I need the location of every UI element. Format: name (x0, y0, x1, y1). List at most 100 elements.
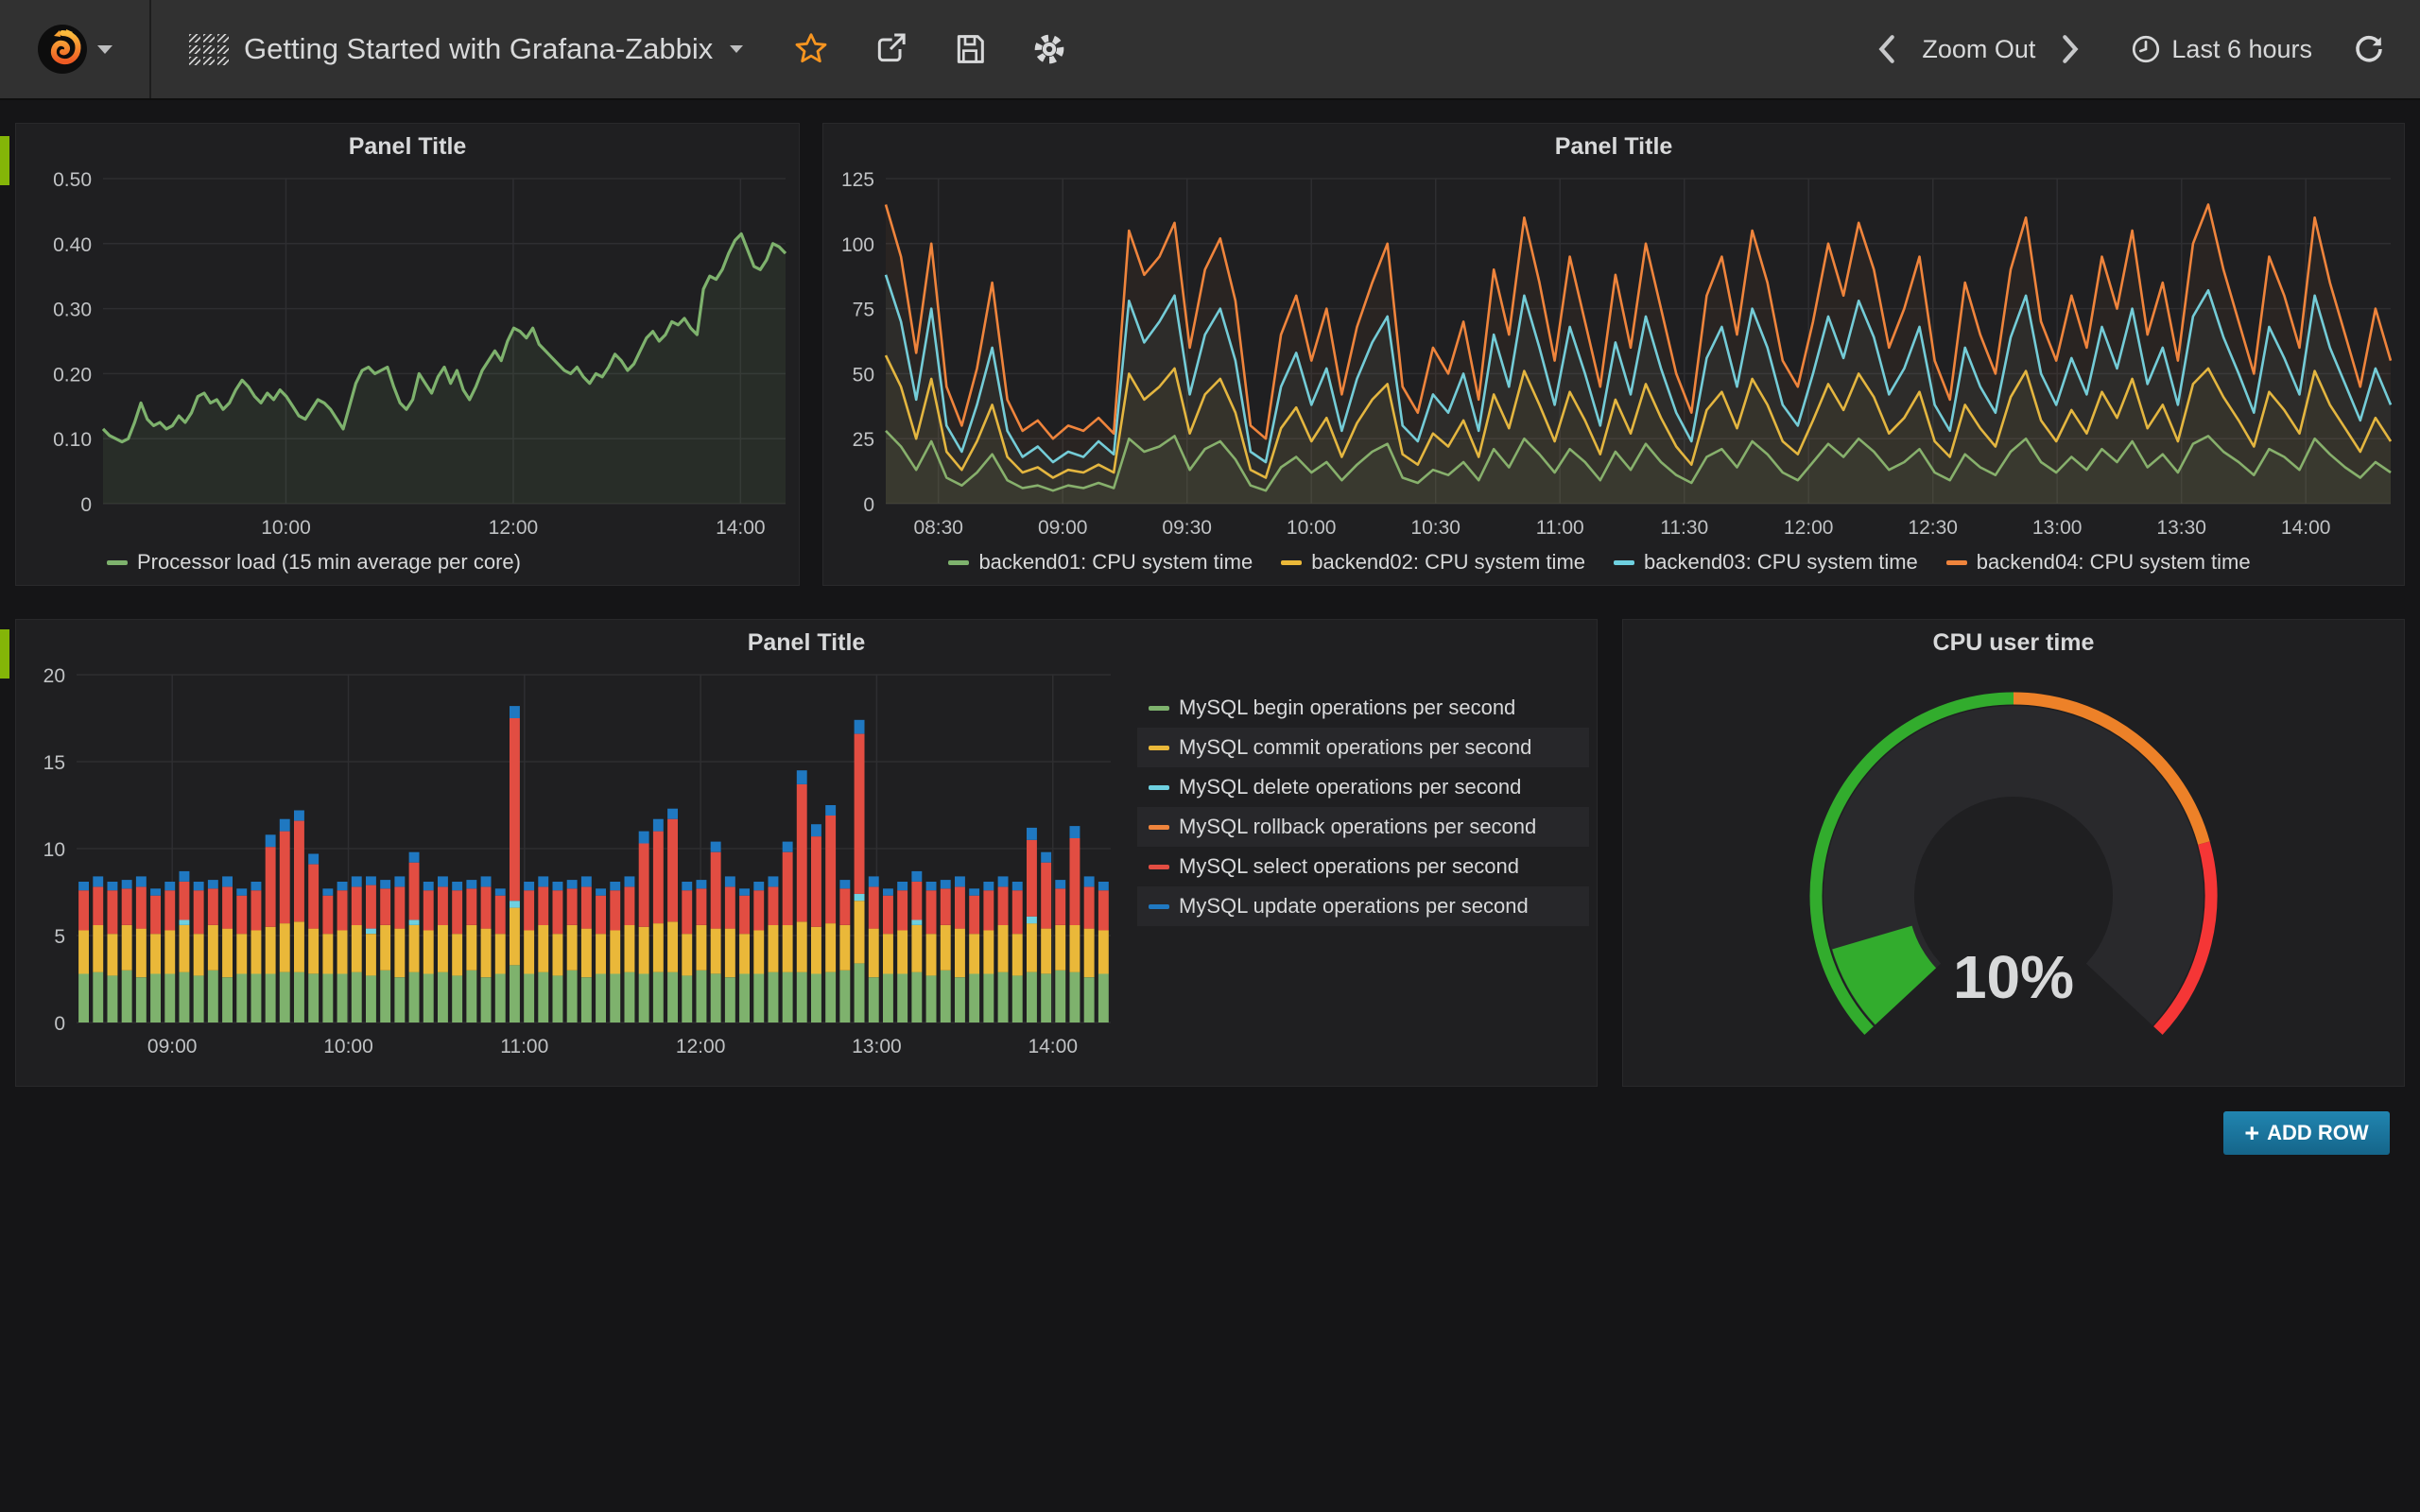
svg-text:125: 125 (841, 169, 874, 191)
panel-title[interactable]: CPU user time (1932, 629, 2095, 656)
legend-item[interactable]: MySQL update operations per second (1137, 886, 1589, 926)
time-shift-left-button[interactable] (1875, 33, 1899, 65)
star-icon (795, 33, 827, 63)
panel-title[interactable]: Panel Title (348, 133, 467, 160)
svg-text:12:00: 12:00 (489, 517, 539, 539)
chevron-right-icon (2063, 35, 2079, 63)
panel-title[interactable]: Panel Title (1554, 133, 1673, 160)
mysql-operations-chart[interactable]: 09:00 10:00 11:00 12:00 13:00 14:00 0 5 10 15 20 (20, 665, 1124, 1062)
svg-text:100: 100 (841, 234, 874, 256)
svg-text:0: 0 (80, 494, 92, 516)
svg-text:50: 50 (853, 364, 874, 386)
dashboard-actions (792, 30, 1068, 68)
legend-item[interactable]: backend01: CPU system time (948, 550, 1253, 575)
dashboard-title: Getting Started with Grafana-Zabbix (244, 32, 714, 65)
legend: Processor load (15 min average per core) (16, 550, 799, 575)
share-icon (878, 33, 906, 62)
svg-text:0.40: 0.40 (53, 234, 92, 256)
svg-text:10:30: 10:30 (1410, 517, 1461, 539)
cpu-user-time-gauge[interactable]: 10% (1623, 665, 2404, 1072)
legend-series-color (1149, 864, 1169, 869)
svg-text:10: 10 (43, 839, 65, 861)
panel-cpu-system-time: Panel Title 08:30 09:00 09:30 10:00 10:30 11:… (822, 123, 2405, 586)
panel-mysql-operations: Panel Title 09:00 10:00 11:00 12:00 13:00 14:… (15, 619, 1598, 1087)
time-shift-right-button[interactable] (2058, 33, 2083, 65)
svg-text:11:30: 11:30 (1660, 517, 1708, 539)
svg-text:5: 5 (54, 926, 65, 948)
legend-series-label: MySQL update operations per second (1179, 894, 1529, 918)
save-button[interactable] (951, 30, 989, 68)
share-button[interactable] (872, 30, 909, 68)
legend-series-label: backend04: CPU system time (1976, 550, 2251, 574)
svg-text:13:30: 13:30 (2156, 517, 2206, 539)
svg-text:13:00: 13:00 (2032, 517, 2083, 539)
legend-series-label: MySQL rollback operations per second (1179, 815, 1537, 838)
time-controls: Zoom Out Last 6 hours (1875, 32, 2420, 66)
svg-text:10:00: 10:00 (1287, 517, 1337, 539)
svg-text:09:00: 09:00 (1038, 517, 1088, 539)
legend-item[interactable]: backend04: CPU system time (1945, 550, 2251, 575)
grafana-logo-icon (38, 25, 87, 74)
svg-text:75: 75 (853, 300, 874, 321)
legend-item[interactable]: backend03: CPU system time (1614, 550, 1918, 575)
svg-text:08:30: 08:30 (913, 517, 963, 539)
svg-text:13:00: 13:00 (852, 1036, 902, 1057)
panel-cpu-user-time: CPU user time 10% (1622, 619, 2405, 1087)
time-range-picker[interactable]: Last 6 hours (2130, 33, 2312, 65)
dashboard-title-button[interactable]: Getting Started with Grafana-Zabbix (189, 32, 744, 66)
add-row-button[interactable]: + ADD ROW (2223, 1111, 2390, 1155)
processor-load-chart[interactable]: 10:00 12:00 14:00 0 0.10 0.20 0.30 0.40 0.50 (16, 169, 799, 543)
legend-series-color (1149, 903, 1169, 909)
legend-series-color (1149, 705, 1169, 711)
legend-item[interactable]: MySQL rollback operations per second (1137, 807, 1589, 847)
legend-series-label: MySQL begin operations per second (1179, 696, 1516, 719)
legend-series-label: MySQL commit operations per second (1179, 735, 1532, 759)
zoom-out-button[interactable]: Zoom Out (1922, 34, 2036, 63)
svg-text:0: 0 (54, 1013, 65, 1035)
settings-button[interactable] (1030, 30, 1068, 68)
svg-text:0: 0 (863, 494, 874, 516)
panel-processor-load: Panel Title 10:00 12:00 14:00 0 0.10 0.20 0.30… (15, 123, 800, 586)
legend-item[interactable]: MySQL begin operations per second (1137, 688, 1589, 728)
legend-item[interactable]: MySQL delete operations per second (1137, 767, 1589, 807)
legend-item[interactable]: Processor load (15 min average per core) (107, 550, 521, 575)
svg-text:0.10: 0.10 (53, 429, 92, 451)
refresh-icon (2356, 35, 2382, 62)
svg-text:12:00: 12:00 (676, 1036, 726, 1057)
legend-series-color (1945, 559, 1967, 565)
legend-series-color (1281, 559, 1303, 565)
clock-icon (2133, 35, 2160, 63)
legend-series-color (1149, 824, 1169, 830)
legend-item[interactable]: backend02: CPU system time (1281, 550, 1585, 575)
navbar: Getting Started with Grafana-Zabbix (0, 0, 2420, 100)
svg-text:15: 15 (43, 752, 65, 774)
chevron-left-icon (1878, 35, 1895, 63)
svg-text:14:00: 14:00 (716, 517, 766, 539)
star-button[interactable] (792, 30, 830, 68)
row-toggle-strip[interactable] (0, 136, 9, 185)
svg-text:11:00: 11:00 (500, 1036, 548, 1057)
caret-down-icon (97, 44, 112, 54)
row-toggle-strip[interactable] (0, 629, 9, 679)
legend-series-label: MySQL select operations per second (1179, 854, 1519, 878)
time-range-label: Last 6 hours (2171, 34, 2312, 63)
svg-text:0.30: 0.30 (53, 300, 92, 321)
add-row-label: ADD ROW (2267, 1121, 2369, 1144)
legend-item[interactable]: MySQL select operations per second (1137, 847, 1589, 886)
legend-item[interactable]: MySQL commit operations per second (1137, 728, 1589, 767)
svg-text:09:30: 09:30 (1162, 517, 1212, 539)
gear-icon (1034, 34, 1064, 64)
svg-text:12:00: 12:00 (1784, 517, 1834, 539)
caret-down-icon (730, 45, 744, 53)
refresh-button[interactable] (2352, 32, 2386, 66)
grafana-menu-button[interactable] (0, 0, 151, 98)
panel-title[interactable]: Panel Title (747, 629, 866, 656)
svg-text:0.20: 0.20 (53, 364, 92, 386)
legend-series-color (1614, 559, 1634, 565)
svg-text:12:30: 12:30 (1908, 517, 1958, 539)
cpu-system-time-chart[interactable]: 08:30 09:00 09:30 10:00 10:30 11:00 11:30 12:00… (823, 169, 2404, 543)
svg-text:09:00: 09:00 (147, 1036, 198, 1057)
legend-series-color (1149, 745, 1169, 750)
svg-text:25: 25 (853, 429, 874, 451)
